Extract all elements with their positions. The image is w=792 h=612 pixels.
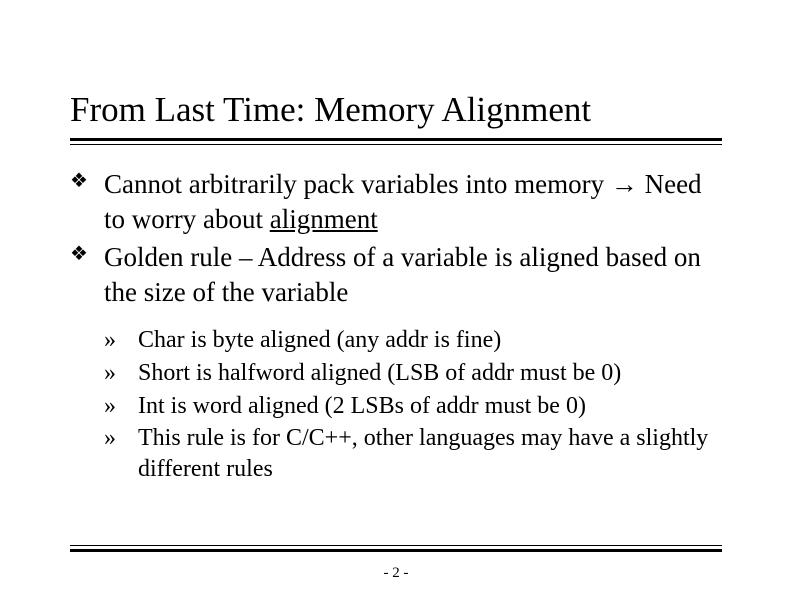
- footer-rule-thick: [70, 549, 722, 552]
- sub-bullet-item: » Int is word aligned (2 LSBs of addr mu…: [104, 391, 722, 422]
- slide-content: ❖ Cannot arbitrarily pack variables into…: [70, 167, 722, 485]
- page-number: - 2 -: [0, 565, 792, 582]
- sub-bullet-text: Char is byte aligned (any addr is fine): [138, 327, 501, 353]
- footer-rule-thin: [70, 545, 722, 546]
- sub-bullet-text: This rule is for C/C++, other languages …: [138, 425, 708, 482]
- bullet-item: ❖ Cannot arbitrarily pack variables into…: [70, 167, 722, 236]
- raquo-icon: »: [104, 358, 116, 389]
- raquo-icon: »: [104, 423, 116, 454]
- bullet-item: ❖ Golden rule – Address of a variable is…: [70, 240, 722, 309]
- slide: From Last Time: Memory Alignment ❖ Canno…: [0, 0, 792, 612]
- slide-title: From Last Time: Memory Alignment: [70, 90, 722, 130]
- raquo-icon: »: [104, 325, 116, 356]
- sub-bullet-item: » Short is halfword aligned (LSB of addr…: [104, 358, 722, 389]
- raquo-icon: »: [104, 391, 116, 422]
- title-rule-thin: [70, 144, 722, 145]
- diamond-icon: ❖: [70, 169, 88, 195]
- bullet-text-pre: Cannot arbitrarily pack variables into m…: [104, 169, 611, 199]
- arrow-icon: →: [611, 169, 638, 199]
- sub-bullet-item: » Char is byte aligned (any addr is fine…: [104, 325, 722, 356]
- diamond-icon: ❖: [70, 242, 88, 268]
- bullet-text: Golden rule – Address of a variable is a…: [104, 242, 701, 307]
- sub-bullet-text: Int is word aligned (2 LSBs of addr must…: [138, 393, 586, 419]
- bullet-list: ❖ Cannot arbitrarily pack variables into…: [70, 167, 722, 309]
- sub-bullet-list: » Char is byte aligned (any addr is fine…: [104, 325, 722, 485]
- footer-rule: [70, 545, 722, 552]
- bullet-text-underlined: alignment: [270, 204, 378, 234]
- sub-bullet-item: » This rule is for C/C++, other language…: [104, 423, 722, 484]
- sub-bullet-text: Short is halfword aligned (LSB of addr m…: [138, 360, 621, 386]
- title-rule-thick: [70, 138, 722, 141]
